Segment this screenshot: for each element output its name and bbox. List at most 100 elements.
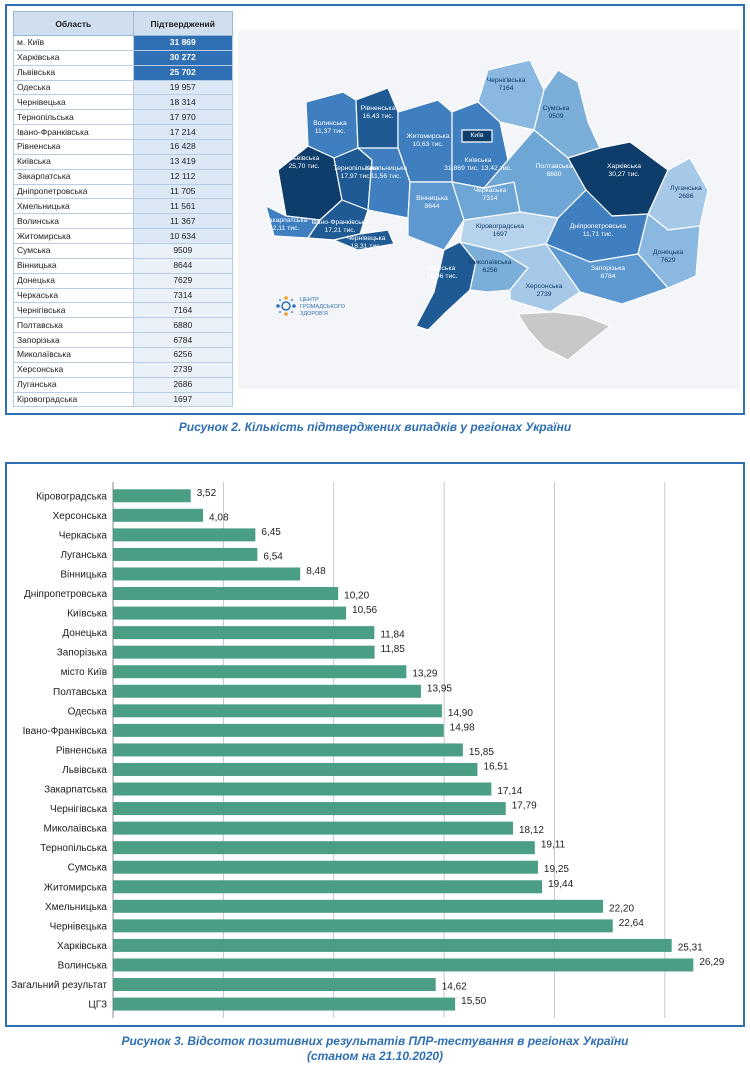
table-header-confirmed: Підтверджений [132, 11, 234, 36]
category-label: Київська [67, 609, 107, 620]
table-row: Дніпропетровська 11 705 [13, 183, 234, 200]
confirmed-count-cell: 17 970 [132, 109, 234, 126]
confirmed-count-cell: 25 702 [132, 64, 234, 81]
confirmed-count-cell: 11 367 [132, 213, 234, 230]
table-header-row: Область Підтверджений [13, 11, 234, 36]
bar-value-label: 3,52 [197, 488, 217, 499]
map-region-name: Хмельницька [365, 165, 407, 172]
bar-value-label: 6,45 [261, 527, 281, 538]
bar [113, 743, 463, 757]
category-label: Миколаївська [44, 824, 108, 835]
bar [113, 762, 478, 776]
region-name-cell: Тернопільська [13, 109, 134, 126]
bar-value-label: 13,95 [427, 683, 452, 694]
map-region-value: 6784 [600, 273, 615, 280]
table-row: Харківська 30 272 [13, 49, 234, 66]
table-body: м. Київ 31 869 Харківська 30 272 Львівська 25… [13, 35, 234, 408]
bar-value-label: 19,44 [548, 879, 573, 890]
category-label: Івано-Франківська [23, 726, 108, 737]
bar [113, 645, 375, 659]
region-name-cell: Івано-Франківська [13, 124, 134, 141]
bar-value-label: 15,50 [461, 996, 486, 1007]
map-region-value: 11,56 тис. [371, 173, 402, 180]
region-name-cell: м. Київ [13, 35, 134, 51]
confirmed-count-cell: 12 112 [132, 168, 234, 185]
table-row: Житомирська 10 634 [13, 228, 234, 245]
map-region-value: 9509 [548, 113, 563, 120]
map-region-name: Донецька [653, 249, 684, 256]
bar [113, 547, 258, 561]
map-region-name: Львівська [289, 154, 320, 162]
bar-value-label: 22,64 [619, 918, 644, 929]
region-name-cell: Дніпропетровська [13, 183, 134, 200]
map-region-name: Волинська [313, 120, 347, 127]
map-region-name: Чернігівська [487, 76, 526, 84]
chart-category-labels: Кіровоградська Херсонська Черкаська Лугансь… [11, 491, 107, 1010]
bar [113, 528, 256, 542]
category-label: Луганська [60, 550, 107, 561]
bar [113, 860, 538, 874]
confirmed-count-cell: 11 561 [132, 198, 234, 215]
map-region-name: Одеська [429, 265, 456, 272]
bar [113, 489, 191, 503]
bar [113, 997, 456, 1011]
bar-value-label: 11,85 [381, 644, 406, 655]
table-row: Чернівецька 18 314 [13, 94, 234, 111]
table-row: Херсонська 2739 [13, 361, 234, 378]
map-region-name: Рівненська [361, 104, 396, 112]
map-region-value: 7314 [482, 195, 497, 202]
category-label: ЦГЗ [88, 1000, 107, 1011]
category-label: Донецька [62, 628, 107, 639]
region-name-cell: Кіровоградська [13, 391, 134, 408]
map-region-value: 17,97 тис. [340, 173, 371, 180]
map-region-name: Кіровоградська [476, 222, 524, 230]
map-region-value: 30,27 тис. [608, 171, 639, 178]
map-region-name: Харківська [607, 162, 641, 170]
category-label: Полтавська [53, 687, 107, 698]
table-row: Миколаївська 6256 [13, 347, 234, 363]
confirmed-count-cell: 17 214 [132, 124, 234, 141]
category-label: Херсонська [53, 511, 108, 522]
figure-3-caption-line-2: (станом на 21.10.2020) [306, 1049, 444, 1063]
confirmed-count-cell: 7629 [132, 272, 234, 289]
bar [113, 606, 347, 620]
region-name-cell: Рівненська [13, 139, 134, 155]
category-label: Дніпропетровська [24, 589, 107, 600]
region-name-cell: Житомирська [13, 228, 134, 245]
bar-value-label: 17,14 [497, 786, 522, 797]
bar [113, 782, 492, 796]
table-row: Черкаська 7314 [13, 287, 234, 304]
bar-value-label: 13,29 [412, 669, 437, 680]
table-row: Тернопільська 17 970 [13, 109, 234, 126]
confirmed-count-cell: 16 428 [132, 139, 234, 155]
table-row: м. Київ 31 869 [13, 35, 234, 51]
region-crimea [517, 311, 611, 361]
table-row: Сумська 9509 [13, 243, 234, 259]
map-region-name: Сумська [543, 105, 570, 112]
confirmed-count-cell: 18 314 [132, 94, 234, 111]
confirmed-count-cell: 8644 [132, 257, 234, 274]
category-label: Харківська [57, 941, 107, 952]
bar [113, 958, 694, 972]
category-label: Чернігівська [50, 804, 107, 815]
bar-value-label: 18,12 [519, 825, 544, 836]
bar [113, 704, 442, 718]
category-label: Запорізька [57, 648, 108, 659]
category-label: Кіровоградська [36, 491, 107, 502]
figure-2-caption: Рисунок 2. Кількість підтверджених випад… [178, 420, 572, 434]
bar-value-label: 15,85 [469, 747, 494, 758]
confirmed-count-cell: 6784 [132, 332, 234, 349]
bar [113, 567, 301, 581]
map-region-name: Київ [470, 132, 484, 139]
map-region-value: 19,96 тис. [426, 273, 457, 280]
map-region-value: 7629 [660, 257, 675, 264]
bar-value-label: 10,56 [352, 605, 377, 616]
confirmed-count-cell: 2739 [132, 361, 234, 378]
phc-logo: ЦЕНТР ГРОМАДСЬКОГО ЗДОРОВ'Я [276, 296, 346, 317]
map-region-value: 25,70 тис. [288, 163, 319, 170]
category-label: Житомирська [44, 882, 108, 893]
table-row: Закарпатська 12 112 [13, 168, 234, 185]
category-label: Сумська [68, 863, 108, 874]
region-name-cell: Львівська [13, 64, 134, 81]
region-name-cell: Луганська [13, 376, 134, 393]
